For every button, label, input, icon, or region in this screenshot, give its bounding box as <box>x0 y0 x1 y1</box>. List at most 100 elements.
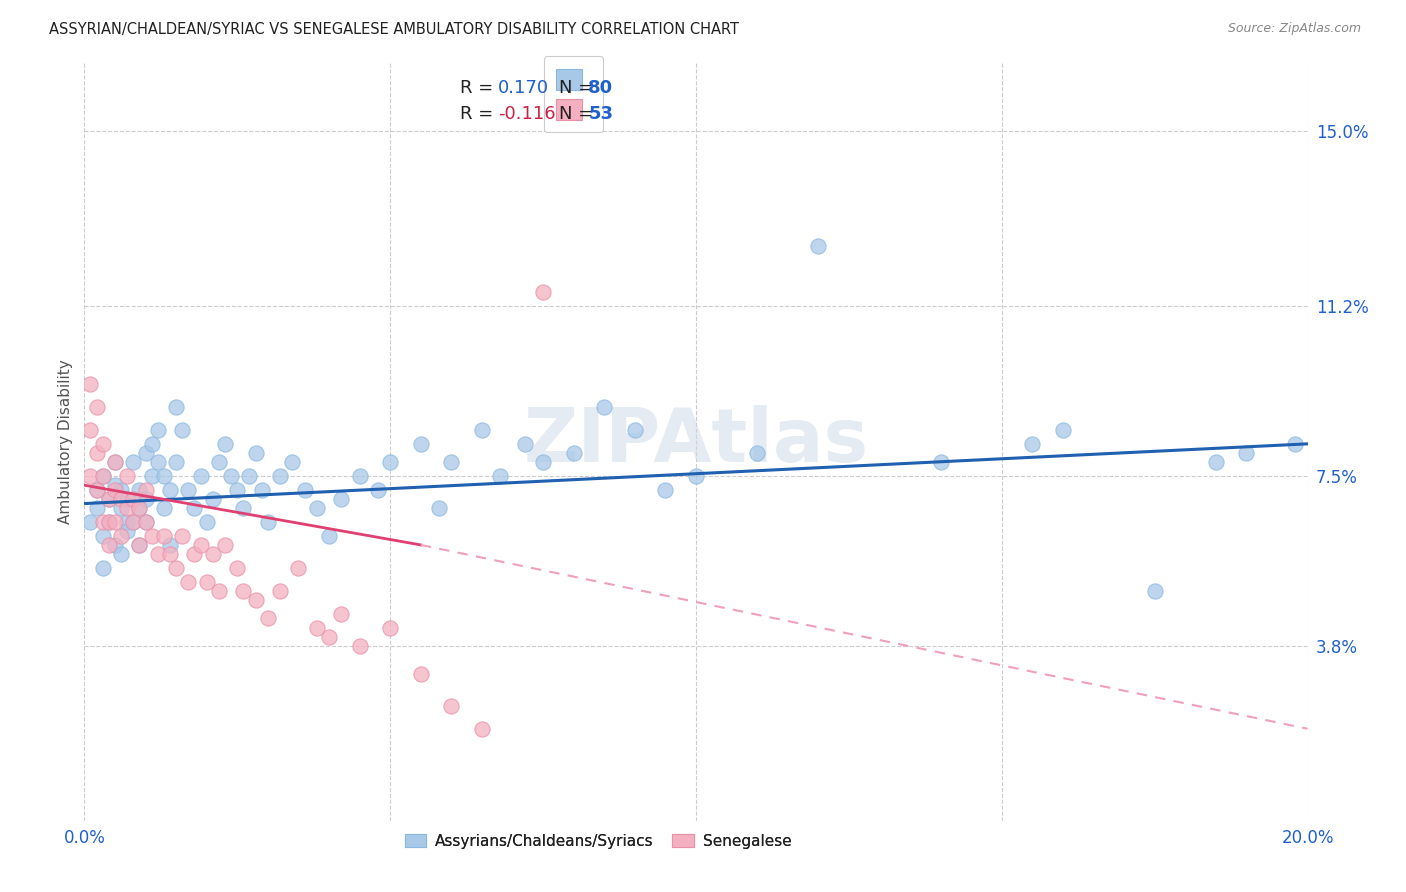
Text: ZIPAtlas: ZIPAtlas <box>523 405 869 478</box>
Point <box>190 469 212 483</box>
Point <box>110 547 132 561</box>
Point <box>807 239 830 253</box>
Point <box>269 583 291 598</box>
Point <box>128 538 150 552</box>
Point <box>685 469 707 483</box>
Point <box>141 469 163 483</box>
Point <box>214 437 236 451</box>
Point <box>257 611 280 625</box>
Point <box>141 437 163 451</box>
Point <box>531 455 554 469</box>
Point <box>624 423 647 437</box>
Point <box>165 400 187 414</box>
Point <box>226 561 249 575</box>
Point <box>489 469 512 483</box>
Point <box>153 469 176 483</box>
Point <box>214 538 236 552</box>
Point <box>97 515 120 529</box>
Text: 53: 53 <box>588 105 613 123</box>
Point <box>195 515 218 529</box>
Text: R =: R = <box>460 79 499 97</box>
Point <box>135 446 157 460</box>
Point <box>122 491 145 506</box>
Point <box>349 639 371 653</box>
Point <box>135 515 157 529</box>
Point <box>471 722 494 736</box>
Point <box>219 469 242 483</box>
Point <box>232 583 254 598</box>
Point <box>172 529 194 543</box>
Point <box>208 583 231 598</box>
Point <box>305 501 328 516</box>
Point <box>146 423 169 437</box>
Point <box>1236 446 1258 460</box>
Point <box>250 483 273 497</box>
Point <box>1143 583 1166 598</box>
Point <box>287 561 309 575</box>
Point <box>318 529 340 543</box>
Point <box>183 501 205 516</box>
Text: 80: 80 <box>588 79 613 97</box>
Point <box>1284 437 1306 451</box>
Point <box>427 501 450 516</box>
Point <box>153 501 176 516</box>
Point <box>146 547 169 561</box>
Point <box>104 478 127 492</box>
Point <box>79 377 101 392</box>
Point <box>440 698 463 713</box>
Point <box>153 529 176 543</box>
Point <box>115 491 138 506</box>
Point <box>257 515 280 529</box>
Point <box>79 423 101 437</box>
Point <box>330 491 353 506</box>
Point <box>190 538 212 552</box>
Point <box>201 491 224 506</box>
Point <box>135 491 157 506</box>
Point <box>110 529 132 543</box>
Point <box>86 483 108 497</box>
Point <box>135 483 157 497</box>
Point <box>201 547 224 561</box>
Point <box>141 529 163 543</box>
Point <box>122 515 145 529</box>
Point <box>281 455 304 469</box>
Point <box>97 538 120 552</box>
Text: N =: N = <box>560 79 599 97</box>
Point <box>245 446 267 460</box>
Point <box>104 455 127 469</box>
Point <box>1205 455 1227 469</box>
Point <box>128 483 150 497</box>
Point <box>367 483 389 497</box>
Point <box>226 483 249 497</box>
Point <box>165 455 187 469</box>
Point <box>110 491 132 506</box>
Point <box>128 501 150 516</box>
Point <box>79 469 101 483</box>
Point <box>91 469 114 483</box>
Point <box>294 483 316 497</box>
Point <box>91 437 114 451</box>
Point <box>115 524 138 538</box>
Point <box>440 455 463 469</box>
Point <box>513 437 536 451</box>
Point <box>1021 437 1043 451</box>
Point <box>245 593 267 607</box>
Point <box>97 515 120 529</box>
Point <box>115 501 138 516</box>
Point <box>232 501 254 516</box>
Point <box>104 483 127 497</box>
Point <box>128 538 150 552</box>
Point <box>91 469 114 483</box>
Y-axis label: Ambulatory Disability: Ambulatory Disability <box>58 359 73 524</box>
Point <box>104 538 127 552</box>
Point <box>104 515 127 529</box>
Point <box>146 455 169 469</box>
Point <box>86 400 108 414</box>
Point <box>91 515 114 529</box>
Point <box>1052 423 1074 437</box>
Point <box>409 666 432 681</box>
Point <box>172 423 194 437</box>
Point <box>165 561 187 575</box>
Point <box>593 400 616 414</box>
Point <box>79 515 101 529</box>
